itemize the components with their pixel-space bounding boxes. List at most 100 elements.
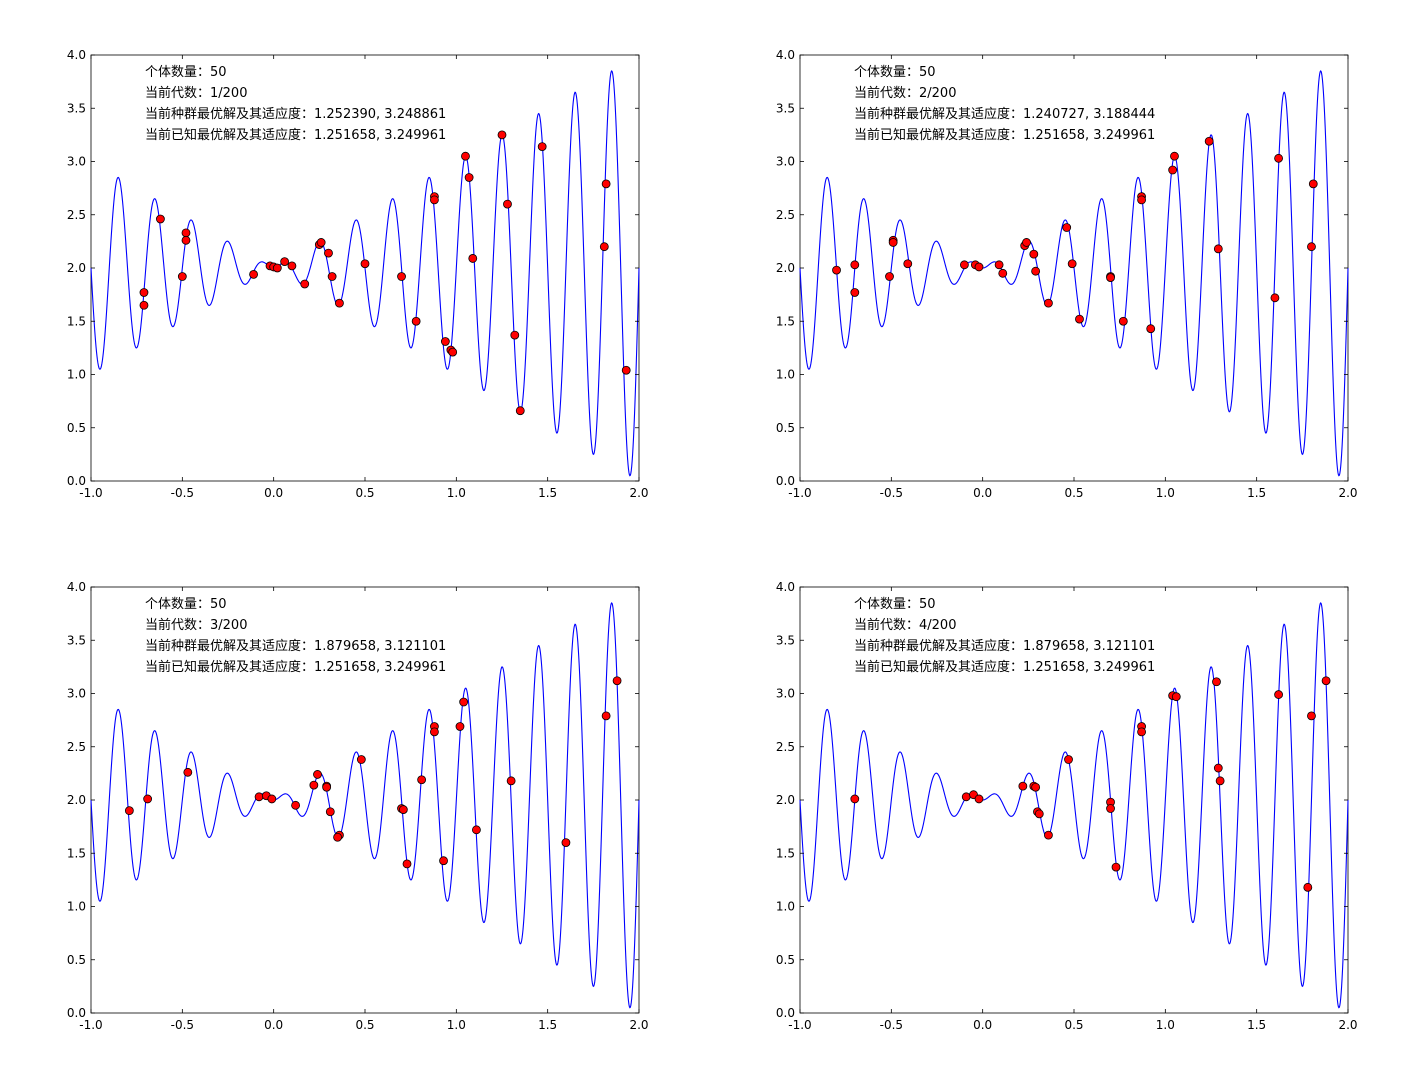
annotation-text: 个体数量：50 (854, 65, 936, 80)
population-point (468, 254, 478, 263)
x-tick-label: 0.0 (264, 1018, 283, 1032)
x-tick-label: 2.0 (1338, 1018, 1357, 1032)
population-point (402, 859, 412, 869)
population-point (1308, 179, 1318, 189)
population-point (309, 780, 319, 790)
y-tick-label: 0.0 (67, 1006, 86, 1020)
x-tick-label: 1.0 (447, 1018, 466, 1032)
population-point (515, 406, 525, 416)
subplot-4: -1.0 -0.5 0.0 0.5 1.0 1.5 2.0 0.0 0.5 1.0 1.5 2.0 2.… (776, 580, 1358, 1032)
y-tick-label: 2.0 (776, 261, 795, 275)
population-point (1031, 266, 1041, 276)
y-tick-label: 3.5 (67, 633, 86, 647)
x-tick-label: 0.5 (1064, 1018, 1083, 1032)
y-tick-label: 4.0 (776, 48, 795, 62)
population-point (440, 337, 450, 346)
population-point (183, 767, 193, 777)
population-point (1118, 316, 1128, 326)
population-point (1215, 776, 1225, 786)
population-point (1307, 711, 1316, 721)
annotation-text: 当前种群最优解及其适应度：1.879658, 3.121101 (145, 638, 446, 654)
population-point (325, 807, 335, 817)
annotation-text: 当前已知最优解及其适应度：1.251658, 3.249961 (145, 659, 446, 675)
y-tick-label: 2.5 (776, 208, 795, 222)
population-point (903, 259, 913, 269)
population-point (1171, 692, 1181, 702)
y-tick-label: 3.0 (776, 155, 795, 169)
x-tick-label: -0.5 (171, 1018, 194, 1032)
annotation-text: 当前代数：3/200 (145, 617, 247, 633)
population-point (360, 259, 370, 269)
population-point (599, 242, 609, 252)
function-curve (799, 70, 1349, 477)
population-point (1212, 677, 1221, 687)
y-tick-label: 1.0 (776, 900, 795, 914)
population-point (506, 776, 516, 786)
population-point (1274, 690, 1283, 699)
population-point (1270, 293, 1280, 303)
y-tick-label: 3.5 (776, 101, 795, 115)
population-point (1064, 755, 1073, 764)
population-point (464, 173, 474, 182)
population-point (621, 365, 631, 375)
population-point (300, 279, 310, 289)
y-tick-label: 2.0 (67, 261, 86, 275)
population-point (124, 806, 134, 816)
population-point (1067, 259, 1077, 269)
annotation-text: 当前已知最优解及其适应度：1.251658, 3.249961 (145, 127, 446, 143)
population-point (961, 792, 971, 802)
annotation-text: 当前种群最优解及其适应度：1.252390, 3.248861 (145, 106, 446, 122)
population-point (885, 272, 894, 281)
population-point (888, 238, 898, 247)
y-tick-label: 1.5 (776, 314, 795, 328)
annotation-text: 当前已知最优解及其适应度：1.251658, 3.249961 (854, 659, 1155, 675)
y-tick-label: 1.5 (67, 846, 86, 860)
y-tick-label: 0.5 (776, 421, 795, 435)
population-point (503, 199, 512, 209)
population-point (1307, 242, 1316, 252)
y-tick-label: 1.5 (67, 314, 86, 328)
x-tick-label: 2.0 (1338, 486, 1357, 500)
annotation-text: 当前代数：4/200 (854, 617, 956, 633)
y-tick-label: 3.5 (67, 101, 86, 115)
x-tick-label: 1.0 (447, 486, 466, 500)
y-tick-label: 2.5 (67, 208, 86, 222)
population-point (497, 130, 507, 140)
y-tick-label: 0.5 (67, 421, 86, 435)
function-curve (799, 602, 1349, 1009)
population-point (994, 260, 1004, 270)
population-point (139, 288, 149, 297)
x-tick-label: 1.5 (1247, 1018, 1266, 1032)
y-tick-label: 4.0 (776, 580, 795, 594)
population-point (291, 800, 300, 810)
population-point (139, 300, 149, 310)
population-point (439, 856, 448, 866)
population-point (612, 676, 622, 686)
y-tick-label: 4.0 (67, 48, 86, 62)
x-tick-label: -1.0 (79, 1018, 102, 1032)
x-tick-label: 0.0 (973, 1018, 992, 1032)
annotation-text: 个体数量：50 (145, 597, 227, 612)
population-point (1213, 244, 1223, 254)
y-tick-label: 1.0 (67, 368, 86, 382)
population-point (461, 151, 470, 161)
y-tick-label: 3.0 (776, 687, 795, 701)
population-point (397, 272, 406, 281)
y-tick-label: 4.0 (67, 580, 86, 594)
x-tick-label: 0.5 (355, 1018, 374, 1032)
population-point (1044, 298, 1053, 308)
population-point (974, 794, 984, 804)
population-point (272, 263, 282, 273)
x-tick-label: 0.0 (973, 486, 992, 500)
population-point (411, 316, 421, 326)
population-point (287, 261, 297, 271)
y-tick-label: 3.0 (67, 687, 86, 701)
annotation-text: 当前种群最优解及其适应度：1.240727, 3.188444 (854, 106, 1155, 122)
population-point (322, 782, 332, 792)
population-point (254, 792, 264, 802)
population-point (249, 269, 258, 279)
x-tick-label: 1.5 (538, 1018, 557, 1032)
subplot-2: -1.0 -0.5 0.0 0.5 1.0 1.5 2.0 0.0 0.5 1.0 1.5 2.0 2.… (776, 48, 1358, 500)
population-point (430, 727, 439, 737)
